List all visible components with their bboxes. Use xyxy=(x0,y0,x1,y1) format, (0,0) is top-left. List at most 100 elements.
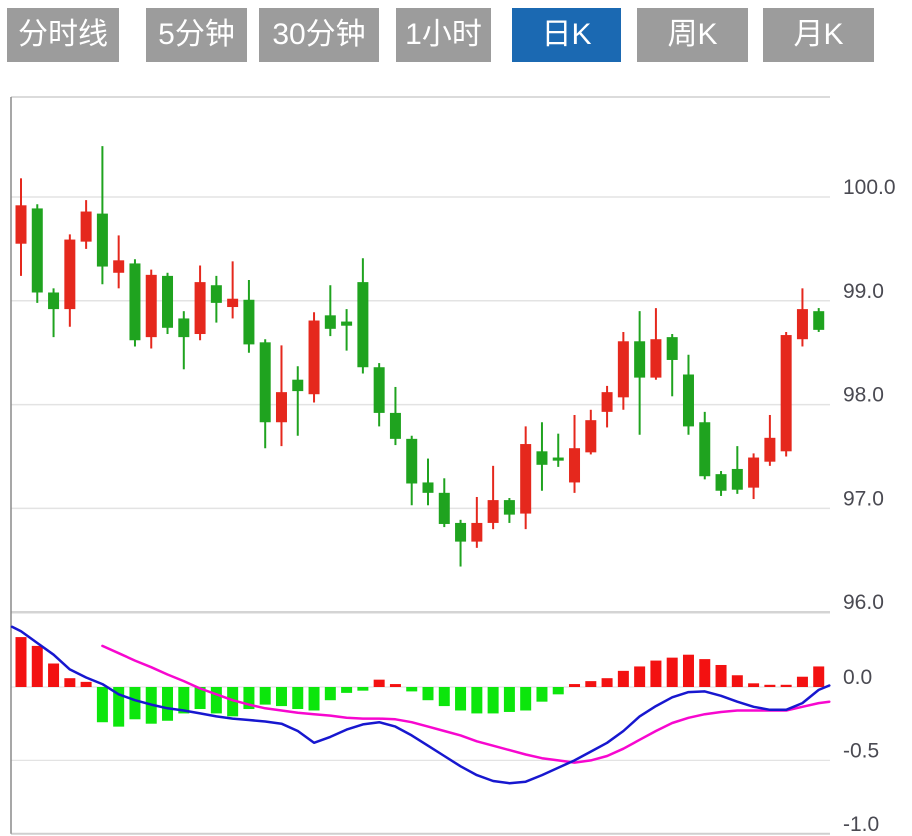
macd-bar-positive xyxy=(585,681,597,687)
candle-body xyxy=(389,412,401,439)
macd-bar-negative xyxy=(406,687,418,692)
candle-body xyxy=(80,211,92,242)
macd-bar-positive xyxy=(666,657,678,687)
macd-bar-negative xyxy=(308,687,320,711)
macd-bar-negative xyxy=(113,687,125,727)
macd-bar-positive xyxy=(48,663,60,687)
candle-body xyxy=(455,522,467,542)
macd-bar-negative xyxy=(162,687,174,721)
macd-bar-negative xyxy=(341,687,353,693)
macd-bar-positive xyxy=(389,684,401,687)
macd-bar-positive xyxy=(15,637,27,687)
price-tick-label: 100.0 xyxy=(843,176,896,199)
macd-bar-negative xyxy=(194,687,206,710)
macd-bar-negative xyxy=(520,687,532,711)
dea-line xyxy=(101,644,831,764)
candle-body xyxy=(520,444,532,514)
macd-bar-negative xyxy=(536,687,548,702)
candle-body xyxy=(715,474,727,491)
macd-tick-label: 0.0 xyxy=(843,666,872,689)
candle-body xyxy=(210,285,222,303)
macd-tick-label: -1.0 xyxy=(843,813,879,836)
candle-body xyxy=(780,335,792,452)
candle-body xyxy=(813,311,825,330)
candle-series xyxy=(15,146,825,567)
candle-body xyxy=(650,339,662,378)
interval-tabbar: 分时线 5分钟 30分钟 1小时 日K 周K 月K xyxy=(0,0,912,76)
candle-body xyxy=(601,392,613,412)
macd-bar-positive xyxy=(715,664,727,687)
macd-bar-negative xyxy=(210,687,222,714)
macd-bar-positive xyxy=(80,681,92,687)
tab-30min[interactable]: 30分钟 xyxy=(259,8,379,62)
tab-1hour[interactable]: 1小时 xyxy=(396,8,491,62)
candle-body xyxy=(373,367,385,413)
candle-body xyxy=(129,263,141,341)
macd-bar-positive xyxy=(569,684,581,687)
macd-bar-negative xyxy=(275,687,287,707)
macd-bar-negative xyxy=(487,687,499,714)
candle-body xyxy=(438,492,450,524)
candle-body xyxy=(634,341,646,378)
macd-bar-positive xyxy=(748,683,760,687)
candle-body xyxy=(617,341,629,398)
candle-body xyxy=(292,379,304,392)
macd-bar-negative xyxy=(324,687,336,701)
macd-bar-negative xyxy=(503,687,515,712)
macd-bar-positive xyxy=(813,666,825,687)
macd-bar-positive xyxy=(617,670,629,687)
macd-bar-positive xyxy=(64,678,76,687)
macd-bar-positive xyxy=(764,684,776,687)
candle-body xyxy=(503,500,515,515)
macd-bar-positive xyxy=(796,676,808,687)
candle-body xyxy=(569,448,581,483)
candle-body xyxy=(682,374,694,427)
candle-body xyxy=(96,213,108,267)
macd-bar-negative xyxy=(455,687,467,711)
macd-tick-label: -0.5 xyxy=(843,739,879,762)
candle-body xyxy=(341,321,353,326)
candle-body xyxy=(194,282,206,335)
candle-body xyxy=(31,208,43,293)
candle-body xyxy=(585,420,597,453)
candle-body xyxy=(324,315,336,329)
candle-body xyxy=(162,275,174,328)
candle-body xyxy=(764,437,776,462)
macd-bar-positive xyxy=(682,654,694,687)
macd-bar-positive xyxy=(31,645,43,687)
tab-timeline[interactable]: 分时线 xyxy=(7,8,119,62)
macd-bar-positive xyxy=(634,666,646,687)
macd-bar-positive xyxy=(699,659,711,687)
macd-bar-negative xyxy=(243,687,255,710)
candle-body xyxy=(422,482,434,493)
tab-5min[interactable]: 5分钟 xyxy=(146,8,247,62)
candle-body xyxy=(113,260,125,273)
candle-body xyxy=(227,298,239,308)
price-tick-label: 97.0 xyxy=(843,487,884,510)
tab-daily-k[interactable]: 日K xyxy=(512,8,621,62)
macd-bar-negative xyxy=(96,687,108,723)
price-tick-label: 99.0 xyxy=(843,280,884,303)
price-tick-label: 98.0 xyxy=(843,384,884,407)
macd-bar-positive xyxy=(601,678,613,687)
macd-bar-negative xyxy=(292,687,304,710)
tab-monthly-k[interactable]: 月K xyxy=(763,8,874,62)
macd-bar-negative xyxy=(357,687,369,691)
macd-bar-negative xyxy=(259,687,271,705)
macd-bar-negative xyxy=(438,687,450,707)
tab-weekly-k[interactable]: 周K xyxy=(637,8,748,62)
dif-line xyxy=(10,625,831,785)
candle-body xyxy=(406,438,418,484)
candle-body xyxy=(552,457,564,461)
candle-body xyxy=(145,274,157,338)
candle-body xyxy=(48,292,60,310)
candle-body xyxy=(796,309,808,340)
macd-bar-negative xyxy=(227,687,239,717)
macd-bar-positive xyxy=(731,675,743,687)
candle-body xyxy=(259,342,271,423)
candle-body xyxy=(357,282,369,368)
candle-body xyxy=(748,457,760,488)
macd-bar-negative xyxy=(471,687,483,714)
candle-body xyxy=(275,392,287,423)
